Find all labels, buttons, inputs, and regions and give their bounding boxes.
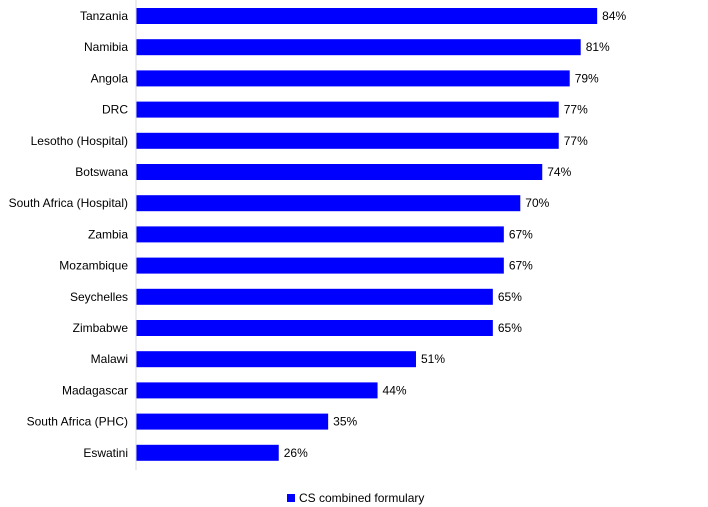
value-label: 51% <box>421 352 445 366</box>
legend-label: CS combined formulary <box>299 491 424 505</box>
bar-9 <box>136 288 493 305</box>
category-label: DRC <box>102 103 128 117</box>
bar-4 <box>136 132 559 149</box>
bar-5 <box>136 164 543 180</box>
value-label: 79% <box>575 71 599 85</box>
bar-10 <box>136 320 493 336</box>
category-labels: Tanzania Namibia Angola DRC Lesotho (Hospita… <box>9 9 129 460</box>
value-labels: 84% 81% 79% 77% 77% 74% 70% 67% 67% 65% 65% 51% 44% 3… <box>284 9 627 460</box>
category-label: Tanzania <box>80 9 128 23</box>
value-label: 35% <box>333 415 357 429</box>
category-label: Seychelles <box>70 290 128 304</box>
bar-6 <box>136 195 521 212</box>
bar-0 <box>136 8 598 24</box>
value-label: 65% <box>498 321 522 335</box>
category-label: Eswatini <box>83 446 128 460</box>
category-label: Malawi <box>91 352 128 366</box>
legend: CS combined formulary <box>287 491 424 505</box>
bar-14 <box>136 444 279 461</box>
category-label: Zimbabwe <box>73 321 129 335</box>
value-label: 81% <box>586 40 610 54</box>
bar-7 <box>136 226 504 243</box>
bar-11 <box>136 351 416 368</box>
category-label: Botswana <box>75 165 128 179</box>
value-label: 44% <box>383 383 407 397</box>
value-label: 67% <box>509 259 533 273</box>
value-label: 67% <box>509 227 533 241</box>
category-label: South Africa (PHC) <box>27 415 128 429</box>
bars-group <box>136 8 598 461</box>
value-label: 65% <box>498 290 522 304</box>
bar-3 <box>136 101 559 118</box>
bar-1 <box>136 39 581 56</box>
category-label: Namibia <box>84 40 128 54</box>
category-label: Angola <box>91 71 129 85</box>
legend-swatch <box>287 494 295 502</box>
value-label: 70% <box>525 196 549 210</box>
bar-12 <box>136 382 378 399</box>
value-label: 84% <box>602 9 626 23</box>
value-label: 77% <box>564 103 588 117</box>
bar-8 <box>136 257 504 274</box>
bar-2 <box>136 70 570 87</box>
category-label: Zambia <box>88 227 128 241</box>
bar-13 <box>136 413 329 430</box>
category-label: Madagascar <box>62 383 128 397</box>
value-label: 26% <box>284 446 308 460</box>
category-label: Mozambique <box>59 259 128 273</box>
category-label: Lesotho (Hospital) <box>31 134 128 148</box>
category-label: South Africa (Hospital) <box>9 196 128 210</box>
value-label: 74% <box>547 165 571 179</box>
value-label: 77% <box>564 134 588 148</box>
